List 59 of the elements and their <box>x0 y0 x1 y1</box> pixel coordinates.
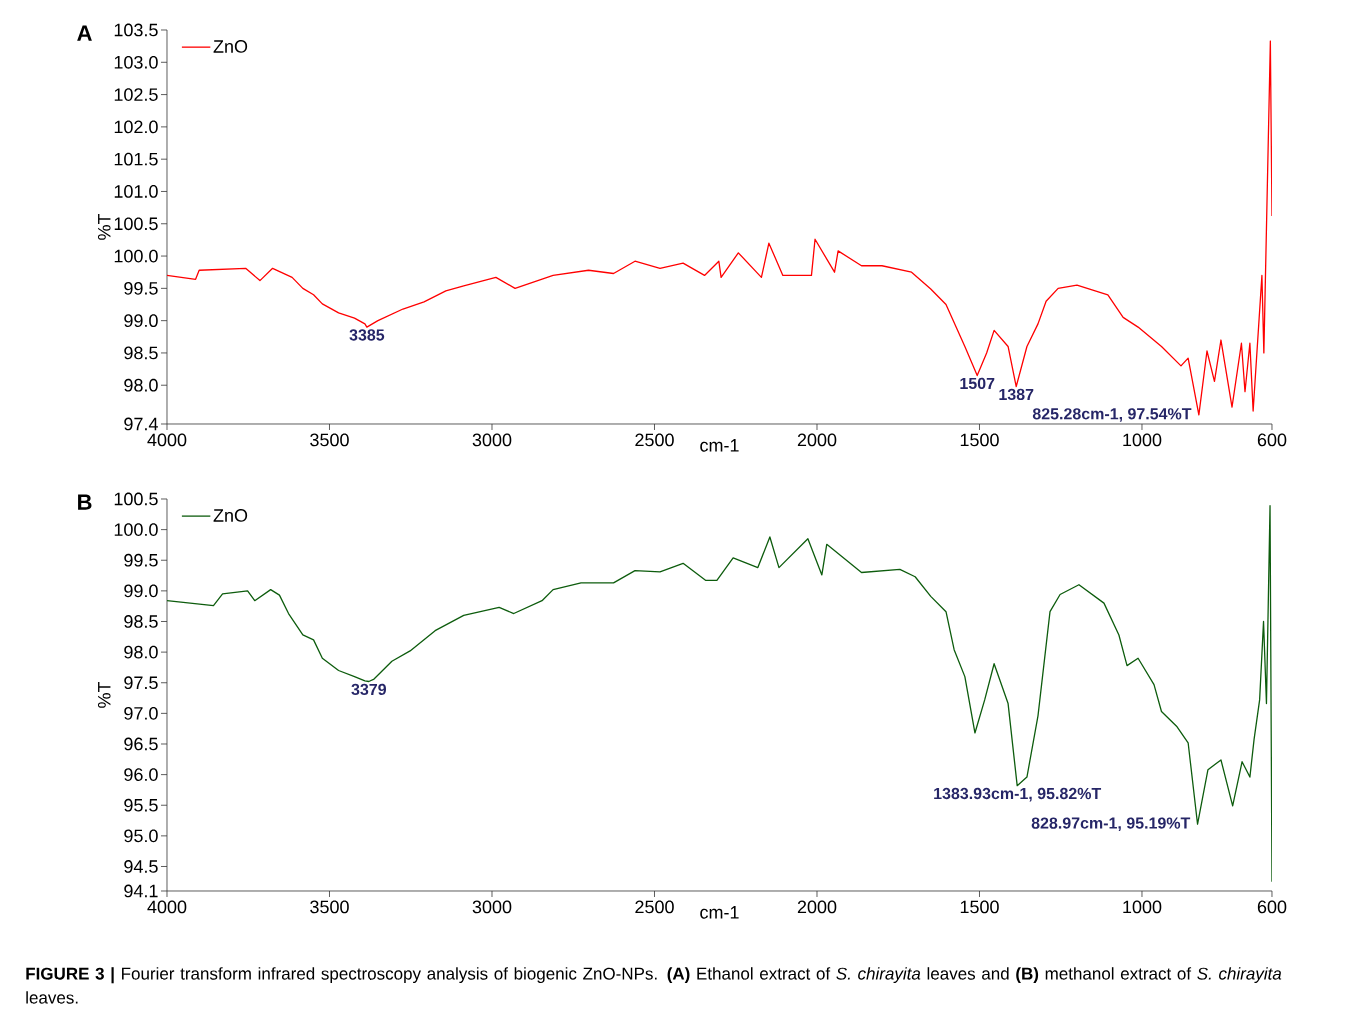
y-tick-label: 103.0 <box>114 55 158 69</box>
x-tick-label: 2500 <box>635 433 674 447</box>
x-tick-label: 2000 <box>797 433 837 447</box>
annotation: 3379 <box>351 683 386 696</box>
y-tick-label: 100.0 <box>114 249 158 263</box>
y-tick-label: 102.0 <box>114 120 158 134</box>
annotation: 3385 <box>349 329 385 341</box>
y-tick-label: 98.0 <box>124 645 158 659</box>
legend-label: ZnO <box>213 40 248 53</box>
chart-title: B <box>78 494 92 510</box>
x-tick-label: 2000 <box>797 900 837 914</box>
y-tick-label: 101.5 <box>114 152 158 166</box>
y-tick-label: 103.5 <box>114 23 158 37</box>
x-tick-label: 1000 <box>1123 900 1162 914</box>
y-tick-label: 94.5 <box>124 860 158 873</box>
annotation: 828.97cm-1, 95.19%T <box>1031 817 1191 832</box>
y-tick-label: 102.5 <box>114 88 158 101</box>
y-tick-label: 98.5 <box>124 346 158 360</box>
x-tick-label: 1000 <box>1123 433 1162 447</box>
y-tick-label: 96.0 <box>124 768 158 781</box>
y-tick-label: 98.0 <box>124 378 158 392</box>
y-tick-label: 101.0 <box>114 185 158 198</box>
x-tick-label: 3000 <box>472 900 512 914</box>
y-tick-label: 96.5 <box>124 737 158 751</box>
y-tick-label: 97.5 <box>124 676 158 690</box>
y-tick-label: 99.0 <box>124 584 158 598</box>
y-tick-label: 99.5 <box>124 553 158 567</box>
y-tick-label: 100.5 <box>114 492 158 506</box>
y-tick-label: 95.0 <box>124 829 158 843</box>
x-tick-label: 600 <box>1257 900 1287 914</box>
x-tick-label: 1500 <box>960 433 999 447</box>
annotation: 825.28cm-1, 97.54%T <box>1032 408 1192 422</box>
y-tick-label: 100.5 <box>114 217 158 231</box>
y-tick-label: 97.0 <box>124 706 158 720</box>
annotation: 1387 <box>999 388 1034 401</box>
y-axis-title: %T <box>97 681 111 708</box>
annotation: 1507 <box>960 377 995 390</box>
annotation: 1383.93cm-1, 95.82%T <box>934 787 1102 802</box>
text: FIGURE 3 | Fourier transform infrared spectroscopy analysis of biogenic ZnO-NPs. (A) Ethanol extract of S. chirayita leaves and (B) methanol extract of S. chirayita leaves. <box>26 967 1282 1004</box>
y-tick-label: 99.0 <box>124 314 158 328</box>
chart-title: A <box>77 25 92 41</box>
x-tick-label: 3500 <box>310 900 349 914</box>
x-axis-title: cm-1 <box>700 906 739 919</box>
x-tick-label: 3000 <box>472 433 512 447</box>
x-tick-label: 2500 <box>635 900 674 914</box>
x-axis-title: cm-1 <box>700 439 739 452</box>
x-tick-label: 3500 <box>310 433 349 447</box>
y-tick-label: 97.4 <box>124 417 158 431</box>
y-axis-title: %T <box>97 213 111 240</box>
y-tick-label: 99.5 <box>124 281 158 295</box>
y-tick-label: 98.5 <box>124 615 158 628</box>
legend-label: ZnO <box>213 509 248 522</box>
x-tick-label: 4000 <box>147 900 187 914</box>
y-tick-label: 100.0 <box>114 523 158 536</box>
y-tick-label: 94.1 <box>124 884 158 898</box>
x-tick-label: 1500 <box>960 900 999 914</box>
y-tick-label: 95.5 <box>124 798 158 812</box>
x-tick-label: 4000 <box>147 433 187 447</box>
x-tick-label: 600 <box>1257 433 1287 447</box>
